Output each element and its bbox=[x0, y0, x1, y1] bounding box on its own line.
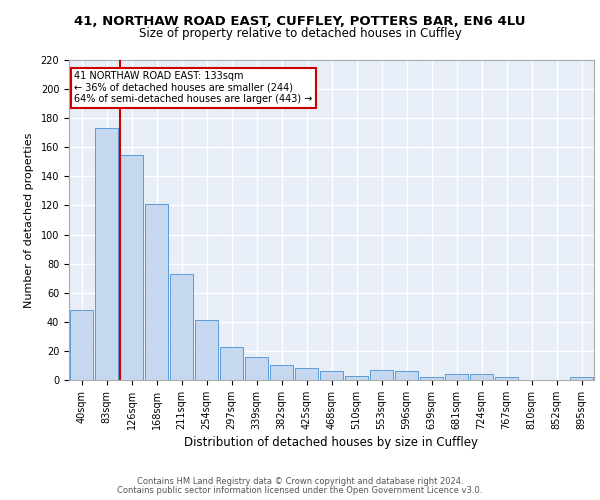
Bar bbox=[445, 374, 468, 380]
Text: 41 NORTHAW ROAD EAST: 133sqm
← 36% of detached houses are smaller (244)
64% of s: 41 NORTHAW ROAD EAST: 133sqm ← 36% of de… bbox=[74, 71, 313, 104]
Y-axis label: Number of detached properties: Number of detached properties bbox=[24, 132, 34, 308]
X-axis label: Distribution of detached houses by size in Cuffley: Distribution of detached houses by size … bbox=[185, 436, 479, 449]
Bar bbox=[145, 204, 168, 380]
Bar bbox=[395, 372, 418, 380]
Bar bbox=[170, 274, 193, 380]
Text: Contains HM Land Registry data © Crown copyright and database right 2024.: Contains HM Land Registry data © Crown c… bbox=[137, 477, 463, 486]
Bar bbox=[495, 377, 518, 380]
Bar bbox=[220, 346, 243, 380]
Bar bbox=[320, 372, 343, 380]
Bar bbox=[195, 320, 218, 380]
Bar bbox=[120, 154, 143, 380]
Bar bbox=[295, 368, 318, 380]
Bar bbox=[70, 310, 93, 380]
Bar bbox=[270, 366, 293, 380]
Bar bbox=[370, 370, 393, 380]
Bar bbox=[570, 377, 593, 380]
Bar bbox=[345, 376, 368, 380]
Text: Size of property relative to detached houses in Cuffley: Size of property relative to detached ho… bbox=[139, 28, 461, 40]
Text: Contains public sector information licensed under the Open Government Licence v3: Contains public sector information licen… bbox=[118, 486, 482, 495]
Text: 41, NORTHAW ROAD EAST, CUFFLEY, POTTERS BAR, EN6 4LU: 41, NORTHAW ROAD EAST, CUFFLEY, POTTERS … bbox=[74, 15, 526, 28]
Bar bbox=[95, 128, 118, 380]
Bar bbox=[470, 374, 493, 380]
Bar bbox=[420, 377, 443, 380]
Bar bbox=[245, 356, 268, 380]
